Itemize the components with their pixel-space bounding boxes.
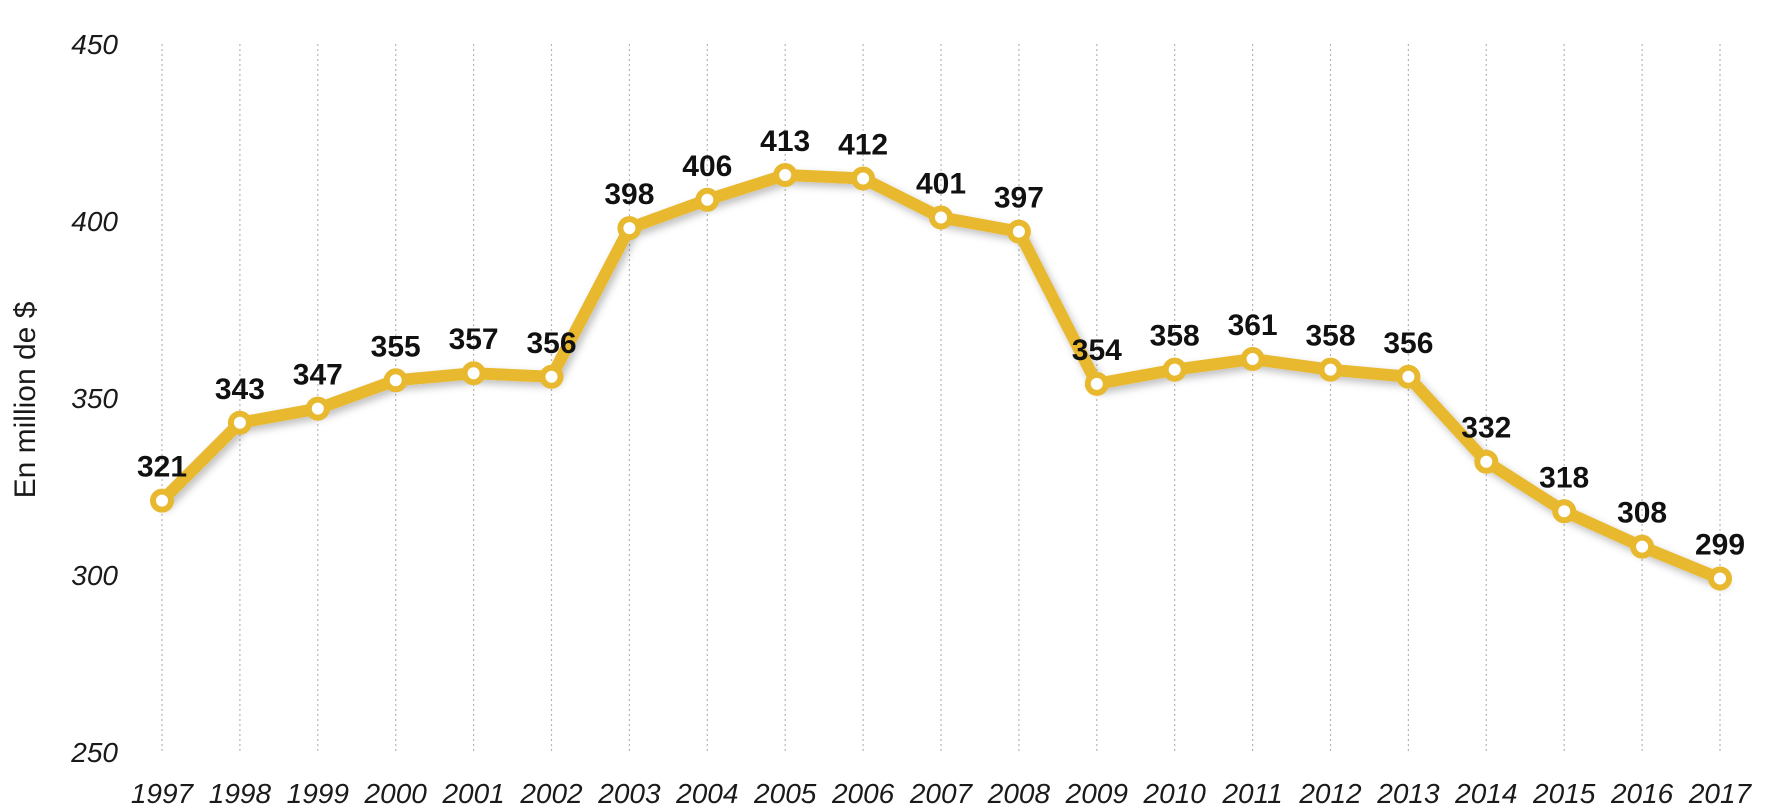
x-tick-label: 2011 — [1221, 778, 1282, 809]
x-tick-label: 2005 — [753, 778, 817, 809]
data-point — [461, 361, 486, 386]
x-tick-label: 2013 — [1376, 778, 1440, 809]
data-point — [1318, 357, 1343, 382]
data-point — [1006, 219, 1031, 244]
data-point — [1708, 566, 1732, 591]
y-axis-title: En million de $ — [9, 301, 42, 498]
data-point — [851, 166, 876, 191]
x-tick-label: 2002 — [519, 778, 583, 809]
data-point — [1474, 449, 1499, 474]
data-point — [383, 368, 408, 393]
data-label: 332 — [1461, 412, 1511, 445]
data-label: 354 — [1072, 334, 1122, 367]
gridlines — [161, 44, 1721, 752]
data-label: 358 — [1305, 320, 1355, 353]
y-tick-label: 350 — [71, 383, 118, 414]
x-tick-label: 2014 — [1454, 778, 1517, 809]
data-labels: 321 343 347 355 357 356 398 406 413 412 401 397 354 3… — [137, 125, 1745, 562]
y-tick-label: 300 — [71, 560, 118, 591]
data-point — [1396, 364, 1421, 389]
data-label: 355 — [371, 330, 421, 363]
data-point — [773, 162, 798, 187]
data-point — [150, 488, 174, 513]
x-tick-label: 2001 — [441, 778, 504, 809]
x-tick-label: 2008 — [987, 778, 1051, 809]
x-tick-label: 1999 — [287, 778, 349, 809]
data-label: 356 — [526, 327, 576, 360]
data-point — [1084, 371, 1109, 396]
data-label: 397 — [994, 182, 1044, 215]
x-tick-label: 2016 — [1610, 778, 1674, 809]
data-point — [227, 410, 252, 435]
data-point — [1240, 347, 1265, 372]
x-tick-label: 2006 — [831, 778, 895, 809]
data-point — [695, 187, 720, 212]
data-label: 398 — [604, 178, 654, 211]
data-point — [539, 364, 564, 389]
y-axis-ticks: 250 300 350 400 450 — [70, 29, 118, 768]
x-tick-label: 2015 — [1532, 778, 1596, 809]
data-label: 412 — [838, 129, 888, 162]
data-point — [305, 396, 330, 421]
data-label: 347 — [293, 359, 343, 392]
data-label: 357 — [449, 323, 499, 356]
y-tick-label: 450 — [71, 29, 118, 60]
data-label: 361 — [1228, 309, 1278, 342]
data-label: 406 — [682, 150, 732, 183]
x-tick-label: 2004 — [675, 778, 738, 809]
x-tick-label: 2017 — [1688, 778, 1753, 809]
data-label: 358 — [1150, 320, 1200, 353]
x-tick-label: 1997 — [131, 778, 195, 809]
x-tick-label: 2007 — [909, 778, 974, 809]
data-point — [1162, 357, 1187, 382]
x-tick-label: 2009 — [1065, 778, 1128, 809]
x-tick-label: 2003 — [597, 778, 661, 809]
data-label: 321 — [137, 451, 187, 484]
data-point — [1630, 534, 1655, 559]
data-label: 401 — [916, 167, 966, 200]
x-tick-label: 1998 — [209, 778, 272, 809]
data-point — [617, 216, 642, 241]
data-label: 356 — [1383, 327, 1433, 360]
data-label: 299 — [1695, 529, 1745, 562]
data-label: 318 — [1539, 461, 1589, 494]
x-axis-ticks: 1997 1998 1999 2000 2001 2002 2003 2004 2005 2006… — [131, 778, 1753, 809]
data-label: 343 — [215, 373, 265, 406]
x-tick-label: 2010 — [1143, 778, 1207, 809]
x-tick-label: 2000 — [364, 778, 428, 809]
data-label: 308 — [1617, 497, 1667, 530]
y-tick-label: 250 — [70, 737, 118, 768]
data-point — [1552, 499, 1577, 524]
x-tick-label: 2012 — [1298, 778, 1362, 809]
data-label: 413 — [760, 125, 810, 158]
data-point — [929, 205, 953, 230]
data-points — [150, 162, 1732, 591]
y-tick-label: 400 — [71, 206, 118, 237]
